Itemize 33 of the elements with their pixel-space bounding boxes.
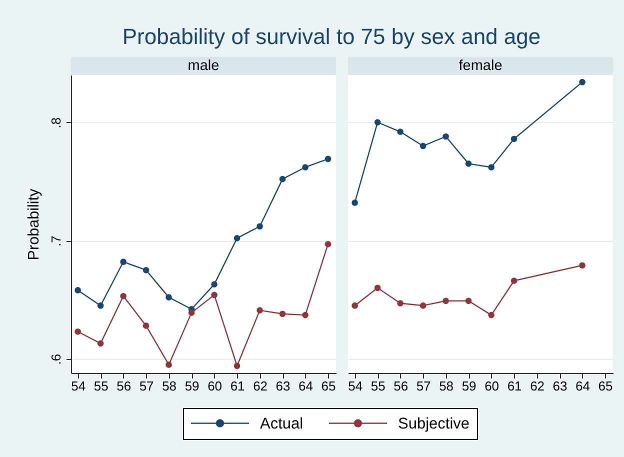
x-tick-label: 60 [208, 378, 222, 394]
x-tick-label: 56 [394, 378, 408, 394]
x-tick-label: 61 [230, 378, 245, 394]
x-tick-label: 63 [552, 378, 568, 394]
x-tick-label: 57 [139, 378, 154, 394]
x-tick-label: 56 [116, 378, 132, 394]
legend-label: Subjective [398, 415, 470, 432]
x-tick-label: 59 [184, 378, 200, 394]
x-tick-label: 61 [507, 378, 522, 394]
chart-subtitle: male [188, 58, 220, 74]
y-axis-title: Probability [26, 188, 42, 260]
chart-title: Probability of survival to 75 by sex and age [122, 24, 541, 49]
x-tick-label: 64 [298, 378, 314, 394]
y-tick-label: .7 [48, 236, 64, 246]
y-tick-label: .6 [48, 354, 64, 365]
y-tick-label: .8 [48, 117, 64, 128]
x-tick-label: 59 [462, 378, 476, 394]
x-tick-label: 54 [71, 378, 86, 394]
x-tick-label: 64 [576, 378, 590, 394]
x-tick-label: 65 [321, 378, 336, 394]
x-tick-label: 57 [416, 378, 431, 394]
x-tick-label: 58 [439, 378, 454, 394]
x-tick-label: 55 [94, 378, 108, 394]
legend-label: Actual [260, 415, 304, 432]
x-tick-label: 54 [348, 378, 363, 394]
x-tick-label: 65 [598, 378, 613, 394]
chart-subtitle: female [458, 58, 502, 74]
x-tick-label: 63 [276, 378, 290, 394]
x-tick-label: 55 [370, 378, 386, 394]
x-tick-label: 62 [530, 378, 545, 394]
x-tick-label: 62 [253, 378, 268, 394]
x-tick-label: 60 [484, 378, 500, 394]
x-tick-label: 58 [162, 378, 177, 394]
